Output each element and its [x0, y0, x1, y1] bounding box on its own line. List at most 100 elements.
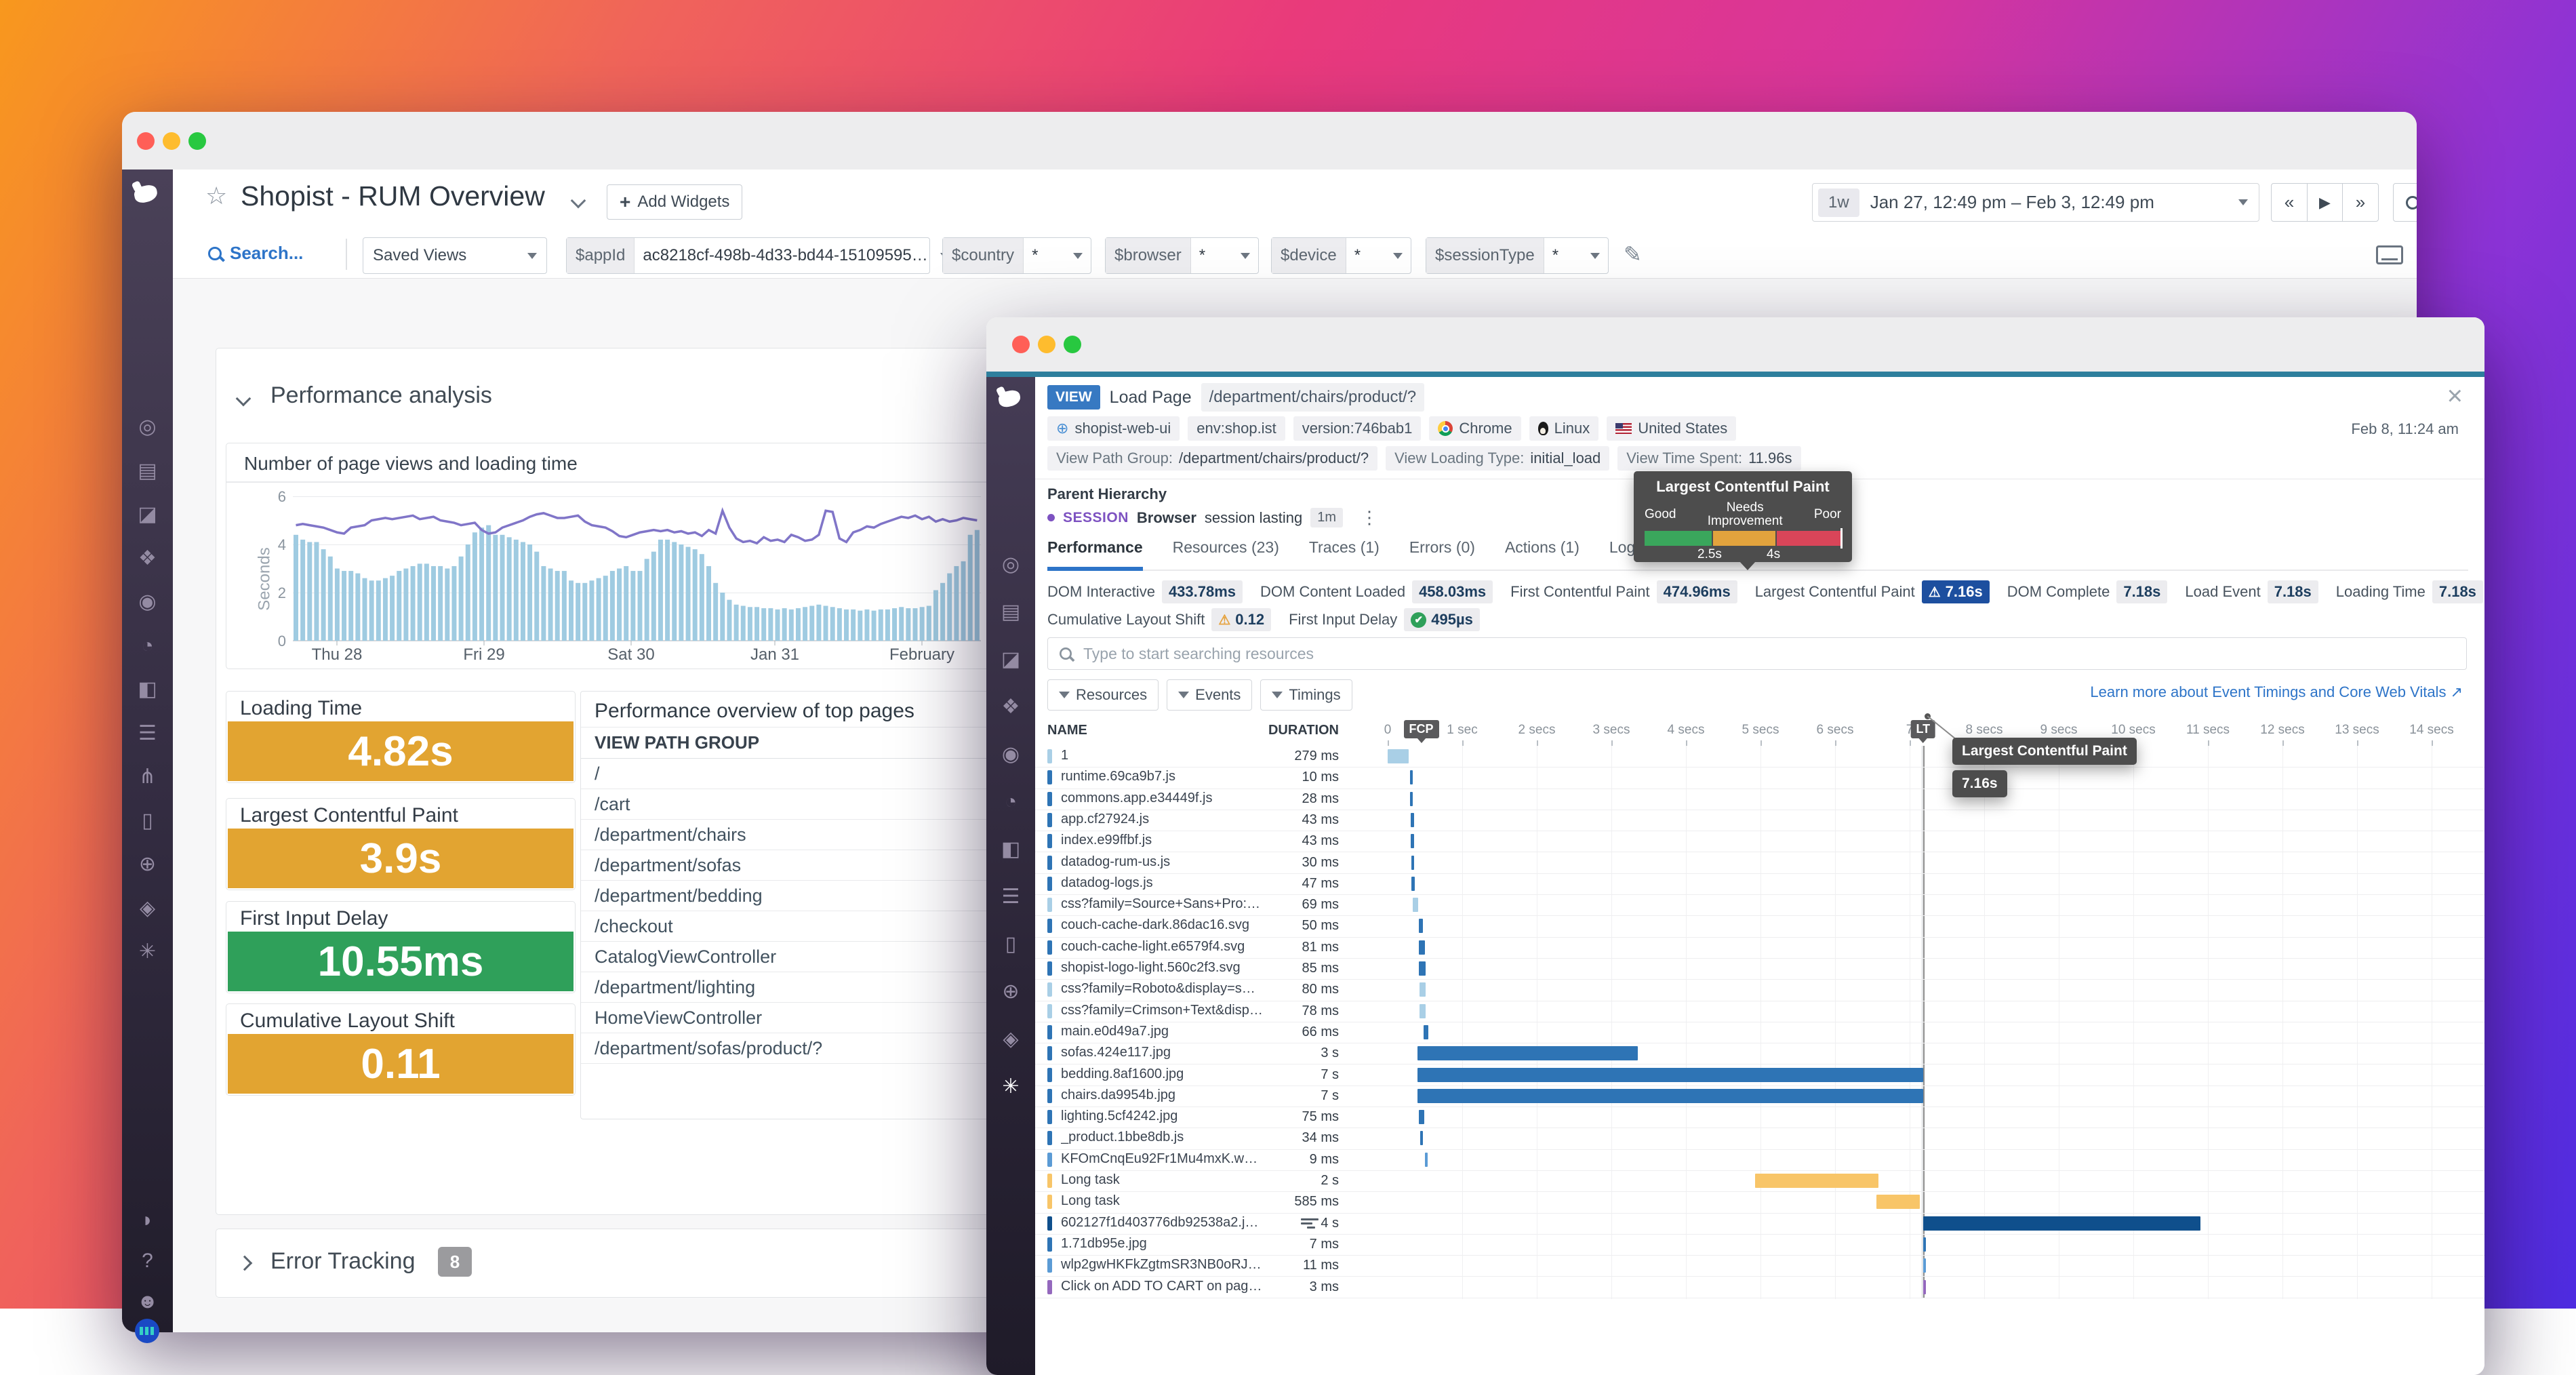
chart-bar[interactable]: [486, 525, 491, 641]
resource-bar[interactable]: [1923, 1216, 2200, 1231]
chart-bar[interactable]: [582, 583, 587, 641]
chart-bar[interactable]: [390, 576, 395, 641]
chart-bar[interactable]: [727, 600, 731, 641]
chart-bar[interactable]: [348, 571, 353, 641]
chart-bar[interactable]: [418, 563, 422, 641]
event-tag[interactable]: env:shop.ist: [1188, 416, 1285, 441]
add-widgets-button[interactable]: + Add Widgets: [607, 184, 742, 220]
maximize-window-button[interactable]: [1064, 336, 1081, 353]
chart-bar[interactable]: [872, 611, 877, 641]
resource-bar[interactable]: [1411, 834, 1414, 848]
resource-bar[interactable]: [1419, 961, 1425, 976]
chart-bar[interactable]: [300, 540, 305, 641]
resource-bar[interactable]: [1923, 1258, 1926, 1273]
sidebar-item-binoculars-icon[interactable]: ◎: [122, 412, 173, 442]
chart-bar[interactable]: [342, 571, 346, 641]
chart-bar[interactable]: [754, 607, 759, 641]
sidebar-item-log-search-icon[interactable]: ⊕: [122, 850, 173, 879]
minimize-window-button[interactable]: [1038, 336, 1055, 353]
chart-bar[interactable]: [858, 611, 862, 641]
table-row[interactable]: /department/bedding: [581, 881, 1018, 911]
chart-bar[interactable]: [940, 583, 945, 641]
metric-largest-contentful-paint[interactable]: Largest Contentful Paint⚠7.16s: [1755, 580, 1990, 603]
tab-performance[interactable]: Performance: [1047, 538, 1143, 570]
chart-bar[interactable]: [307, 542, 312, 641]
chart-bar[interactable]: [809, 606, 814, 641]
minimize-window-button[interactable]: [163, 132, 180, 150]
chart-bar[interactable]: [403, 569, 408, 641]
waterfall-row[interactable]: Click on ADD TO CART on page /department…: [1035, 1277, 2484, 1298]
chart-bar[interactable]: [472, 532, 477, 641]
chart-bar[interactable]: [975, 530, 980, 641]
chart-bar[interactable]: [411, 566, 416, 641]
chart-bar[interactable]: [686, 547, 691, 641]
chart-bar[interactable]: [431, 566, 436, 641]
chart-bar[interactable]: [335, 569, 340, 641]
resource-bar[interactable]: [1417, 1068, 1923, 1082]
chart-bar[interactable]: [851, 610, 856, 641]
table-row[interactable]: /department/lighting: [581, 972, 1018, 1003]
sidebar-item-logs-icon[interactable]: ☰: [986, 882, 1035, 912]
sidebar-item-notebooks-icon[interactable]: ▯: [122, 806, 173, 836]
filter-button-events[interactable]: Events: [1167, 679, 1252, 711]
waterfall-row[interactable]: wlp2gwHKFkZgtmSR3NB0oRJfbwhT.woff211 ms: [1035, 1255, 2484, 1277]
event-path[interactable]: /department/chairs/product/?: [1201, 383, 1425, 412]
chart-bar[interactable]: [369, 580, 374, 641]
sidebar-item-apm-icon[interactable]: ◔: [122, 631, 173, 661]
chart-bar[interactable]: [603, 576, 608, 641]
chart-bar[interactable]: [493, 535, 498, 641]
resource-search-input[interactable]: Type to start searching resources: [1047, 637, 2467, 670]
chart-bar[interactable]: [968, 535, 973, 641]
sidebar-item-dashboards-icon[interactable]: ▤: [986, 597, 1035, 627]
view-attribute-tag[interactable]: View Time Spent:11.96s: [1617, 446, 1800, 471]
filter-button-timings[interactable]: Timings: [1260, 679, 1352, 711]
chart-bar[interactable]: [879, 610, 883, 641]
chart-bar[interactable]: [658, 540, 663, 641]
chart-bar[interactable]: [438, 566, 443, 641]
resource-bar[interactable]: [1420, 982, 1426, 997]
resource-bar[interactable]: [1419, 1110, 1424, 1124]
session-row[interactable]: SESSION Browser session lasting 1m ⋮: [1047, 507, 1378, 528]
kebab-menu-icon[interactable]: ⋮: [1361, 507, 1378, 528]
tab-errors[interactable]: Errors (0): [1409, 538, 1475, 570]
column-header[interactable]: VIEW PATH GROUP: [595, 732, 759, 753]
chart-bar[interactable]: [507, 537, 512, 641]
sidebar-item-integrations-icon[interactable]: ◧: [122, 675, 173, 704]
chart-bar[interactable]: [527, 544, 532, 641]
view-attribute-tag[interactable]: View Loading Type:initial_load: [1386, 446, 1609, 471]
chart-bar[interactable]: [720, 593, 725, 641]
resource-bar[interactable]: [1876, 1195, 1920, 1209]
resource-bar[interactable]: [1420, 1131, 1423, 1145]
event-tag[interactable]: United States: [1607, 416, 1736, 441]
sidebar-item-infrastructure-icon[interactable]: ❖: [986, 692, 1035, 722]
sidebar-item-network-icon[interactable]: ✳: [986, 1072, 1035, 1102]
chart-bar[interactable]: [424, 563, 429, 641]
time-back-button[interactable]: «: [2271, 183, 2308, 222]
chart-bar[interactable]: [830, 607, 835, 641]
sidebar-item-metrics-icon[interactable]: ◪: [986, 645, 1035, 675]
datadog-logo-icon[interactable]: [132, 182, 163, 206]
sidebar-item-monitors-icon[interactable]: ◉: [122, 587, 173, 617]
chart-bar[interactable]: [899, 607, 904, 641]
user-avatar[interactable]: [135, 1319, 159, 1343]
chart-bar[interactable]: [589, 580, 594, 641]
chart-bar[interactable]: [569, 580, 573, 641]
chart-bar[interactable]: [768, 608, 773, 641]
sidebar-item-metrics-icon[interactable]: ◪: [122, 500, 173, 530]
